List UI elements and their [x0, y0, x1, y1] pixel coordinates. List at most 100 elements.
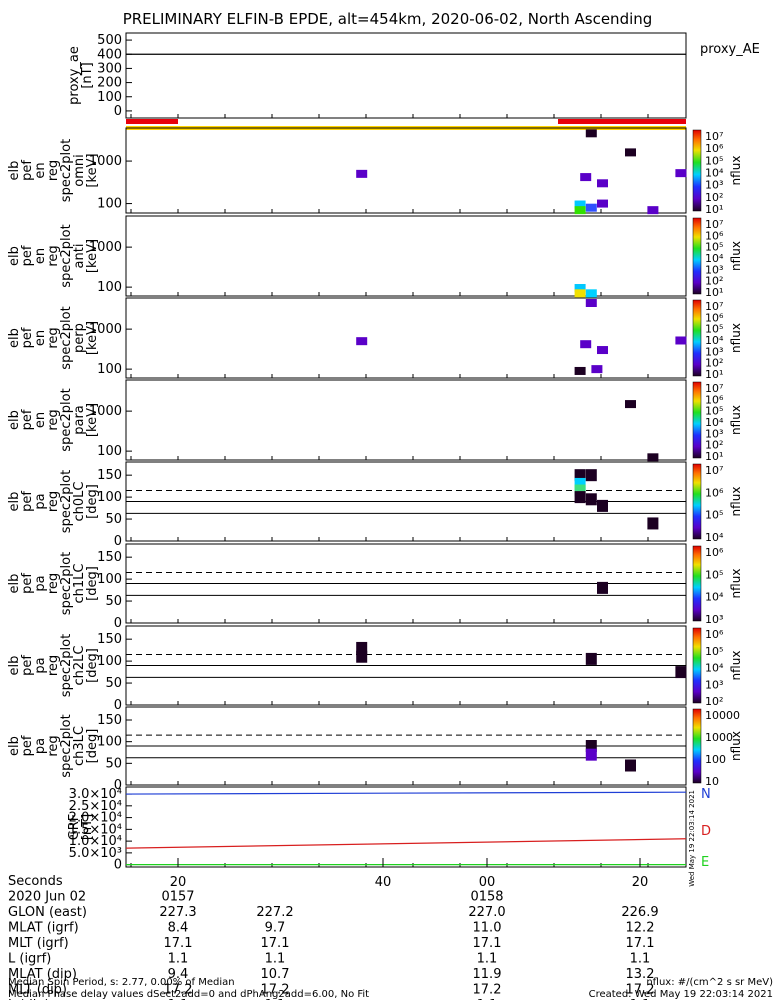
heatmap-cell-ch0LC-7 — [647, 517, 659, 530]
row-value-5-0: 1.1 — [168, 952, 189, 967]
ylabel-ch1LC-5: ch1LC — [72, 564, 87, 604]
ylabel-ch1LC-2: pa — [33, 575, 48, 591]
yticklabel-grf-0: 3.0×10⁴ — [69, 787, 122, 802]
heatmap-cell-ch0LC-4 — [574, 491, 586, 504]
ylabel-anti-2: en — [33, 248, 48, 264]
cb-label-ch1LC: nflux — [729, 569, 743, 599]
ylabel-omni-2: en — [33, 162, 48, 178]
yticklabel-ch2LC-2: 50 — [105, 676, 122, 691]
cb-tick-ch3LC-2: 100 — [705, 753, 726, 766]
cb-tick-perp-3: 10⁴ — [705, 334, 724, 347]
heatmap-cell-ch2LC-0 — [356, 641, 368, 654]
cb-tick-omni-0: 10⁷ — [705, 130, 723, 143]
ylabel-ch3LC-3: reg — [46, 735, 61, 756]
row-name-7: MLT (dip) — [8, 983, 67, 998]
cb-tick-ch1LC-2: 10⁴ — [705, 591, 724, 604]
heatmap-cell-ch0LC-0 — [574, 469, 586, 482]
heatmap-cell-anti-1 — [574, 289, 586, 298]
ylabel-ch2LC-0: elb — [7, 656, 22, 676]
cb-tick-ch2LC-0: 10⁶ — [705, 628, 724, 641]
heatmap-cell-ch0LC-1 — [585, 469, 597, 482]
xticklabel-0: 20 — [170, 875, 187, 890]
yticklabel-perp-1: 100 — [97, 362, 122, 377]
cb-tick-ch3LC-1: 1000 — [705, 731, 733, 744]
red-bar-right — [558, 119, 686, 124]
ylabel-grf-0: GRF — [67, 814, 82, 841]
xticklabel-3: 20 — [632, 875, 649, 890]
heatmap-cell-ch3LC-0 — [585, 740, 597, 752]
cb-tick-para-6: 10¹ — [705, 450, 723, 463]
heatmap-cell-omni-1 — [585, 129, 597, 138]
ylabel-perp-5: perp — [72, 323, 87, 353]
ylabel-ch3LC-4: spec2plot — [59, 714, 74, 777]
heatmap-cell-omni-8 — [585, 203, 597, 212]
ylabel-para-6: [keV] — [85, 403, 100, 437]
cb-tick-omni-6: 10¹ — [705, 203, 723, 216]
row-value-1-2: 0158 — [470, 890, 503, 905]
cb-tick-anti-1: 10⁶ — [705, 229, 724, 242]
row-name-1: 2020 Jun 02 — [8, 890, 86, 905]
ylabel-omni-5: omni — [72, 154, 87, 186]
cb-tick-anti-6: 10¹ — [705, 286, 723, 299]
row-value-4-0: 17.1 — [164, 936, 193, 951]
row-name-5: L (igrf) — [8, 952, 51, 967]
cb-label-omni: nflux — [729, 156, 743, 186]
cb-tick-para-5: 10² — [705, 439, 723, 452]
yticklabel-ch0LC-0: 150 — [97, 468, 122, 483]
heatmap-cell-perp-3 — [597, 346, 608, 355]
heatmap-cell-omni-3 — [675, 169, 687, 178]
row-value-2-1: 227.2 — [256, 905, 293, 920]
cb-tick-para-3: 10⁴ — [705, 416, 724, 429]
cb-label-para: nflux — [729, 405, 743, 435]
cb-tick-anti-3: 10⁴ — [705, 252, 724, 265]
row-name-4: MLT (igrf) — [8, 936, 69, 951]
ylabel-omni-4: spec2plot — [59, 139, 74, 202]
row-value-7-0: 17.2 — [164, 983, 193, 998]
ylabel-ch3LC-6: [deg] — [85, 729, 100, 764]
row-value-6-1: 10.7 — [261, 967, 290, 982]
heatmap-cell-ch2LC-3 — [675, 666, 687, 679]
heatmap-cell-omni-9 — [597, 199, 608, 208]
ylabel-ch0LC-0: elb — [7, 492, 22, 512]
right-label-proxy_ae: proxy_AE — [700, 42, 760, 57]
row-value-7-3: 17.2 — [626, 983, 655, 998]
ylabel-anti-4: spec2plot — [59, 224, 74, 287]
yticklabel-grf-2: 2.0×10⁴ — [69, 811, 122, 826]
yticklabel-proxy_ae-0: 500 — [97, 33, 122, 48]
ylabel-anti-1: pef — [20, 245, 35, 266]
heatmap-cell-anti-2 — [585, 289, 597, 298]
yticklabel-ch1LC-2: 50 — [105, 594, 122, 609]
cb-tick-ch1LC-3: 10³ — [705, 613, 723, 626]
row-value-8-0: 1.1 — [168, 998, 189, 1000]
row-value-5-2: 1.1 — [477, 952, 498, 967]
ylabel-perp-2: en — [33, 330, 48, 346]
yticklabel-grf-4: 1.0×10⁴ — [69, 834, 122, 849]
heatmap-cell-omni-4 — [580, 173, 592, 182]
cb-tick-ch2LC-3: 10³ — [705, 678, 723, 691]
ylabel-proxy_ae-0: proxy_ae — [67, 46, 82, 105]
ylabel-perp-1: pef — [20, 327, 35, 348]
cb-label-ch0LC: nflux — [729, 487, 743, 517]
yticklabel-ch3LC-3: 0 — [114, 778, 122, 793]
heatmap-cell-omni-2 — [625, 148, 636, 157]
heatmap-cell-omni-5 — [597, 179, 608, 188]
heatmap-cell-ch3LC-2 — [625, 759, 636, 772]
heatmap-cell-ch0LC-3 — [574, 484, 586, 497]
row-name-6: MLAT (dip) — [8, 967, 77, 982]
row-name-8: L (dip) — [8, 998, 50, 1000]
ylabel-para-5: para — [72, 405, 87, 435]
yticklabel-ch0LC-2: 50 — [105, 512, 122, 527]
cb-tick-ch3LC-3: 10 — [705, 775, 719, 788]
cb-tick-ch3LC-0: 10000 — [705, 709, 740, 722]
yticklabel-omni-0: 1000 — [89, 154, 122, 169]
row-value-5-3: 1.1 — [630, 952, 651, 967]
ylabel-ch0LC-2: pa — [33, 493, 48, 509]
yticklabel-proxy_ae-1: 400 — [97, 47, 122, 62]
cb-tick-omni-4: 10³ — [705, 179, 723, 192]
footer-right1: nflux: #/(cm^2 s sr MeV) — [646, 977, 773, 988]
yticklabel-ch2LC-1: 100 — [97, 654, 122, 669]
ylabel-ch2LC-3: reg — [46, 655, 61, 676]
legend-E: E — [701, 855, 709, 870]
yticklabel-ch3LC-2: 50 — [105, 756, 122, 771]
cb-tick-ch0LC-1: 10⁶ — [705, 486, 724, 499]
